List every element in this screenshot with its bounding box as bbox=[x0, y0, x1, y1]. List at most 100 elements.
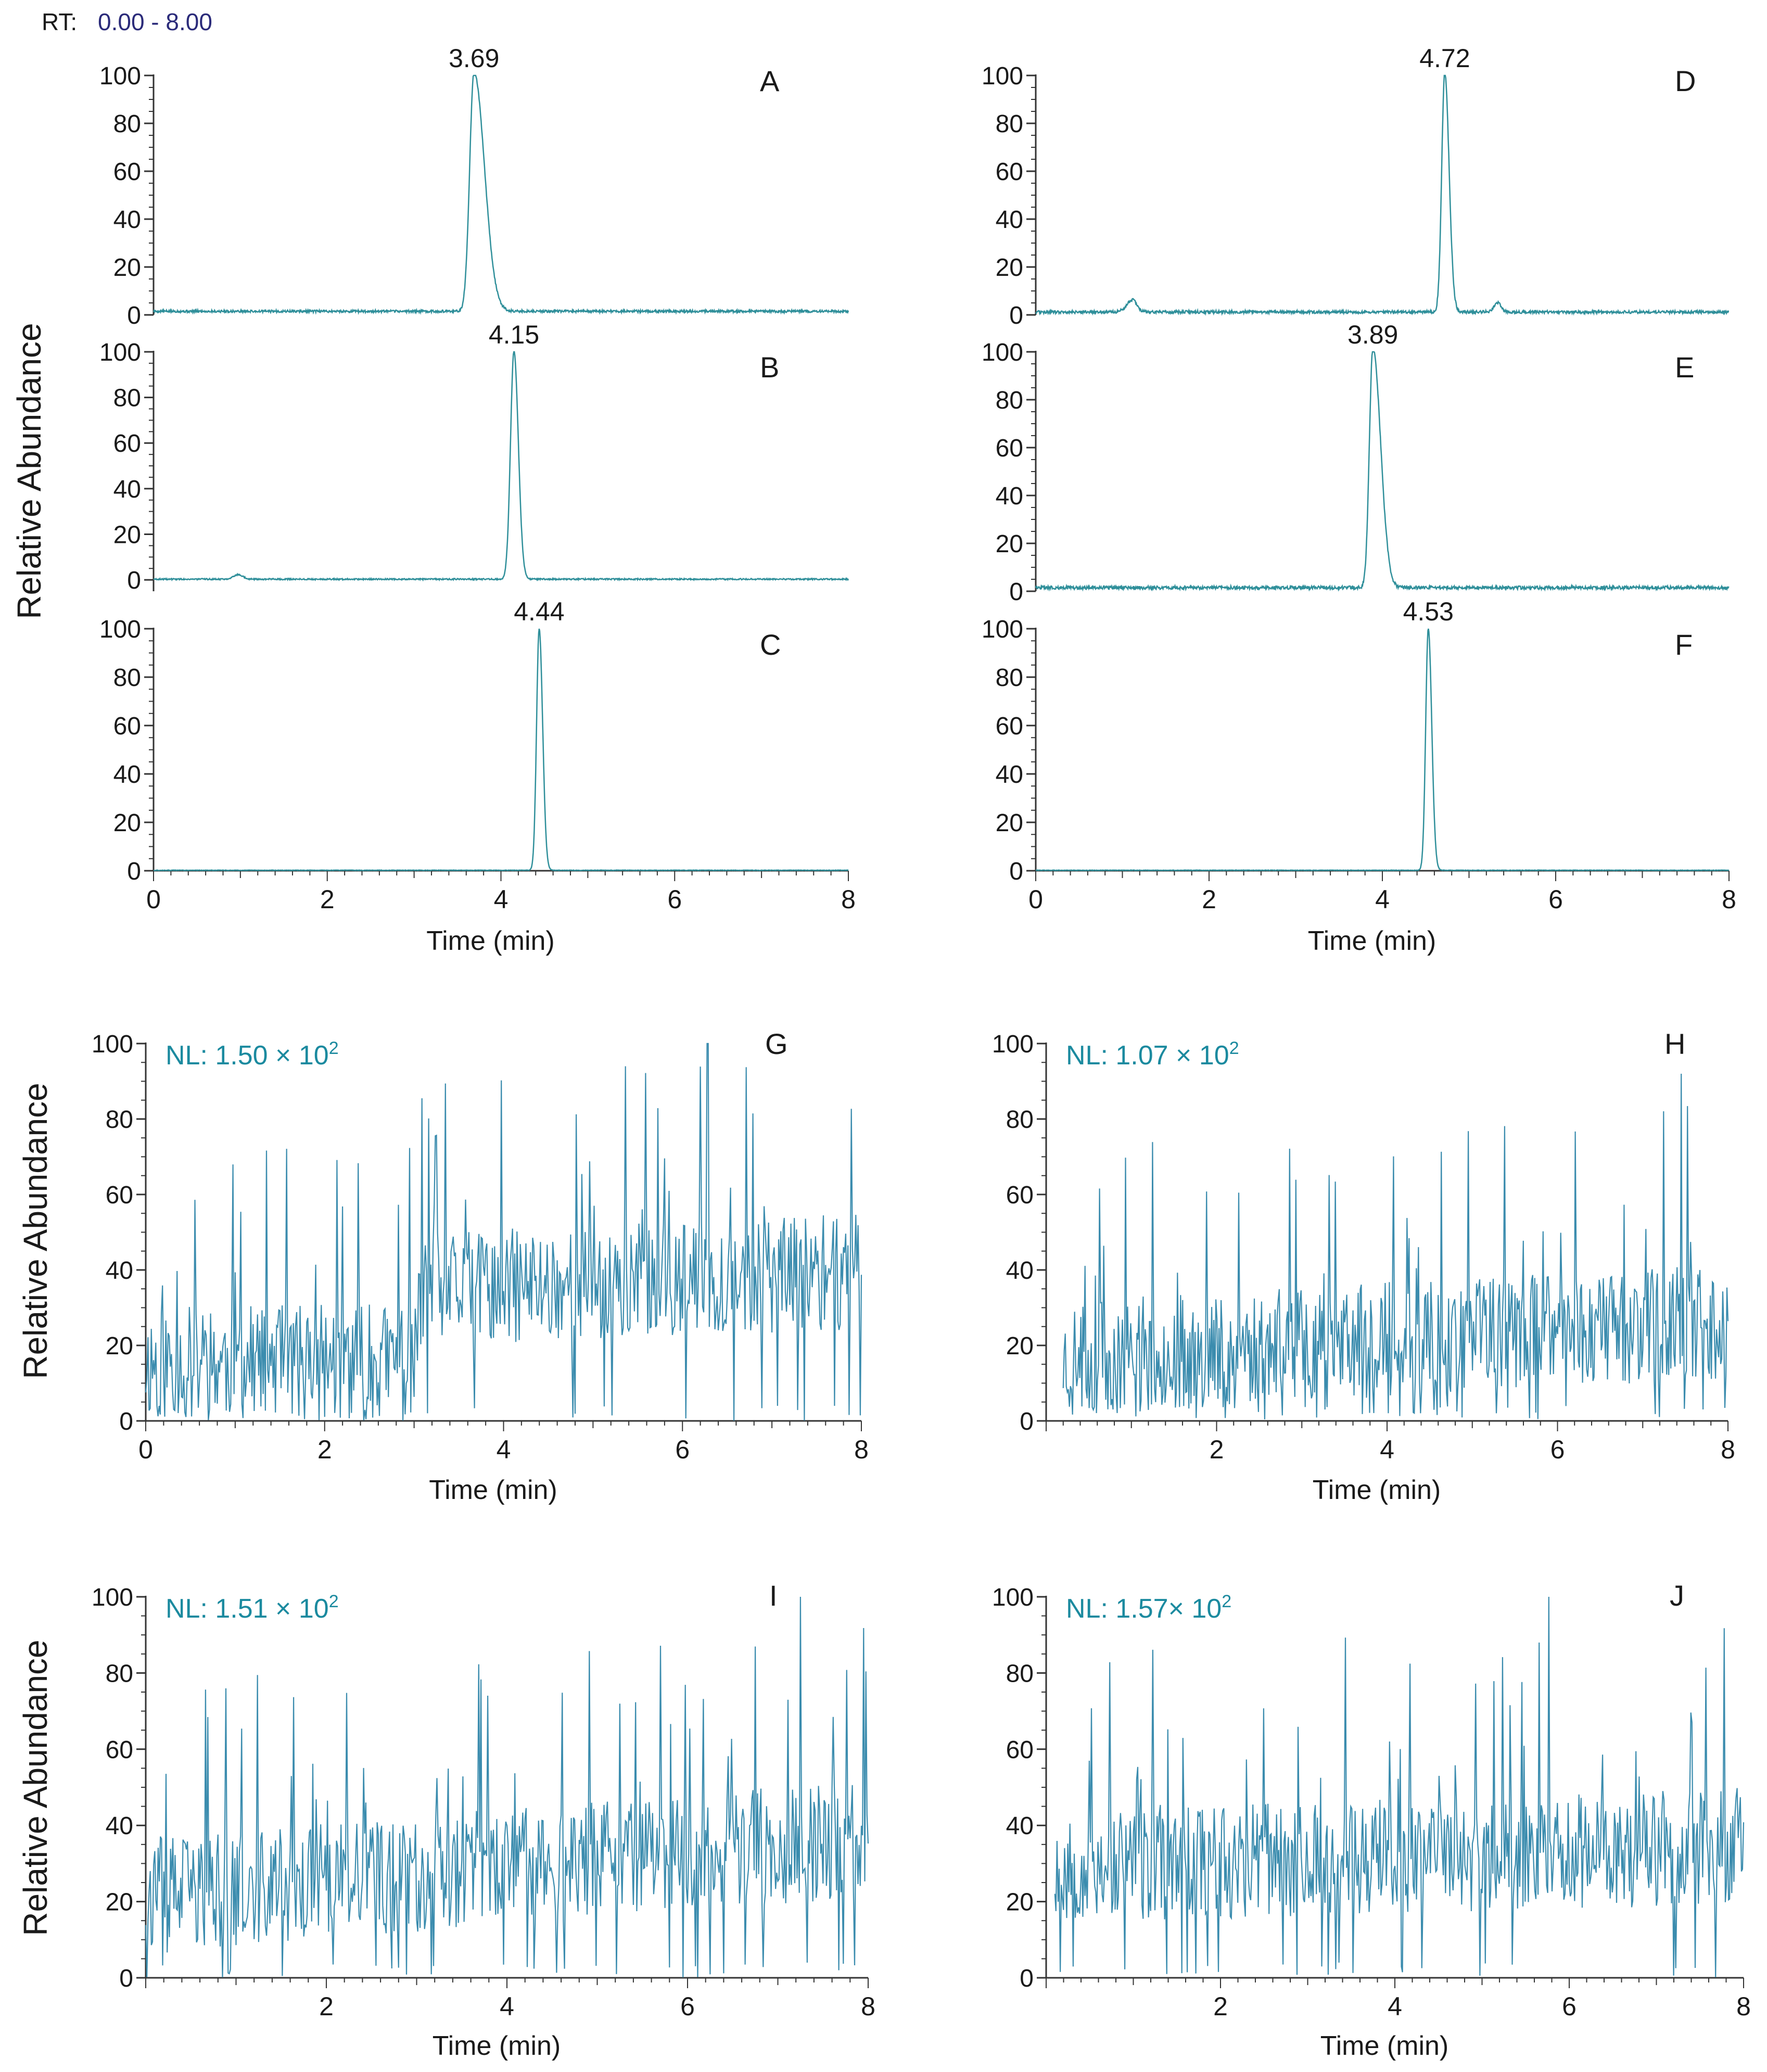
x-tick-label-G: 4 bbox=[497, 1435, 511, 1464]
x-tick-label-C: 2 bbox=[320, 885, 335, 914]
x-tick-label-F: 4 bbox=[1375, 885, 1390, 914]
y-tick-label-A: 40 bbox=[113, 206, 141, 234]
y-tick-label-I: 60 bbox=[106, 1736, 133, 1764]
rt-label: RT: bbox=[42, 8, 77, 35]
y-tick-label-H: 80 bbox=[1006, 1106, 1034, 1134]
y-tick-label-G: 100 bbox=[92, 1031, 133, 1058]
y-tick-label-E: 20 bbox=[996, 530, 1023, 558]
peak-label-D: 4.72 bbox=[1419, 44, 1470, 73]
y-tick-label-A: 0 bbox=[127, 302, 141, 329]
trace-G bbox=[145, 1043, 862, 1421]
panel-I: 0 20 40 60 80 100 2 4 6 8 Time (min) NL: 1.51 × 102… bbox=[17, 1579, 875, 2061]
x-tick-label-H: 8 bbox=[1721, 1435, 1735, 1464]
nl-label-G: NL: 1.50 × 102 bbox=[166, 1038, 339, 1071]
rt-range: 0.00 - 8.00 bbox=[98, 8, 212, 35]
y-tick-label-G: 80 bbox=[106, 1106, 133, 1134]
y-tick-label-B: 100 bbox=[99, 339, 141, 366]
nl-label-H: NL: 1.07 × 102 bbox=[1066, 1038, 1239, 1071]
x-tick-label-C: 4 bbox=[494, 885, 509, 914]
y-tick-label-H: 0 bbox=[1020, 1408, 1034, 1435]
panel-letter-F: F bbox=[1675, 628, 1693, 661]
x-tick-label-G: 6 bbox=[675, 1435, 690, 1464]
y-tick-label-H: 60 bbox=[1006, 1181, 1034, 1209]
panel-letter-B: B bbox=[760, 351, 779, 384]
panel-F: 0 20 40 60 80 100 0 2 4 6 8 Time (min) 4.53 F bbox=[982, 597, 1736, 956]
panel-G: 0 20 40 60 80 100 0 2 4 6 8 Time (min) NL: 1.50 × 10… bbox=[17, 1027, 869, 1505]
y-tick-label-A: 100 bbox=[99, 62, 141, 90]
y-tick-label-C: 20 bbox=[113, 809, 141, 837]
y-tick-label-G: 40 bbox=[106, 1257, 133, 1285]
x-tick-label-G: 2 bbox=[317, 1435, 332, 1464]
trace-A bbox=[152, 74, 849, 315]
y-tick-label-D: 100 bbox=[982, 62, 1023, 90]
y-tick-label-H: 100 bbox=[992, 1031, 1034, 1058]
x-tick-label-I: 2 bbox=[319, 1992, 334, 2021]
y-tick-label-F: 40 bbox=[996, 761, 1023, 789]
panel-letter-E: E bbox=[1675, 351, 1694, 384]
panel-B: 0 20 40 60 80 100 4.15 B bbox=[99, 320, 849, 594]
x-axis-label-I: Time (min) bbox=[433, 2031, 561, 2061]
y-axis-label-I: Relative Abundance bbox=[17, 1639, 54, 1936]
y-tick-label-A: 20 bbox=[113, 254, 141, 282]
y-tick-label-E: 80 bbox=[996, 387, 1023, 414]
x-tick-label-I: 8 bbox=[861, 1992, 875, 2021]
x-tick-label-H: 4 bbox=[1380, 1435, 1394, 1464]
y-axis-label-A: Relative Abundance bbox=[10, 323, 48, 619]
x-axis-label-F: Time (min) bbox=[1308, 926, 1437, 956]
y-tick-label-D: 40 bbox=[996, 206, 1023, 234]
panel-C: 0 20 40 60 80 100 0 2 4 6 8 Time (min) 4.44 C bbox=[99, 597, 856, 956]
y-tick-label-J: 40 bbox=[1006, 1812, 1034, 1840]
trace-H bbox=[1062, 1073, 1729, 1420]
trace-J bbox=[1054, 1596, 1745, 1977]
x-axis-label-C: Time (min) bbox=[426, 926, 555, 956]
y-tick-label-F: 0 bbox=[1009, 858, 1023, 885]
x-tick-label-I: 4 bbox=[500, 1992, 514, 2021]
panel-J: 0 20 40 60 80 100 2 4 6 8 Time (min) NL: 1.57× 102 J bbox=[992, 1579, 1751, 2061]
y-tick-label-A: 80 bbox=[113, 110, 141, 138]
y-tick-label-E: 60 bbox=[996, 435, 1023, 462]
peak-label-B: 4.15 bbox=[489, 320, 539, 349]
y-tick-label-H: 40 bbox=[1006, 1257, 1034, 1285]
panel-letter-C: C bbox=[760, 628, 781, 661]
x-tick-label-G: 8 bbox=[854, 1435, 869, 1464]
panel-D: 0 20 40 60 80 100 4.72 D bbox=[982, 44, 1730, 329]
trace-F bbox=[1035, 628, 1730, 872]
y-tick-label-I: 80 bbox=[106, 1660, 133, 1687]
y-tick-label-F: 100 bbox=[982, 616, 1023, 643]
panel-letter-J: J bbox=[1670, 1579, 1684, 1612]
y-tick-label-I: 0 bbox=[119, 1965, 133, 1992]
y-tick-label-C: 60 bbox=[113, 713, 141, 740]
panel-E: 0 20 40 60 80 100 3.89 E bbox=[982, 320, 1730, 606]
y-tick-label-E: 0 bbox=[1009, 578, 1023, 606]
y-tick-label-B: 80 bbox=[113, 385, 141, 412]
panel-letter-I: I bbox=[769, 1579, 778, 1612]
nl-label-J: NL: 1.57× 102 bbox=[1066, 1592, 1231, 1624]
y-tick-label-A: 60 bbox=[113, 158, 141, 186]
x-tick-label-J: 4 bbox=[1388, 1992, 1402, 2021]
y-tick-label-F: 80 bbox=[996, 664, 1023, 692]
y-tick-label-C: 100 bbox=[99, 616, 141, 643]
y-tick-label-F: 60 bbox=[996, 713, 1023, 740]
y-tick-label-C: 40 bbox=[113, 761, 141, 789]
trace-B bbox=[153, 351, 849, 582]
y-tick-label-J: 60 bbox=[1006, 1736, 1034, 1764]
trace-E bbox=[1035, 351, 1730, 592]
trace-I bbox=[145, 1596, 869, 1978]
peak-label-F: 4.53 bbox=[1403, 597, 1454, 626]
panel-H: 0 20 40 60 80 100 2 4 6 8 Time (min) NL: 1.07 × 102… bbox=[992, 1027, 1735, 1505]
y-tick-label-B: 60 bbox=[113, 430, 141, 457]
y-tick-label-B: 0 bbox=[127, 567, 141, 594]
y-tick-label-D: 0 bbox=[1009, 302, 1023, 329]
panel-letter-H: H bbox=[1664, 1027, 1685, 1060]
y-tick-label-J: 100 bbox=[992, 1584, 1034, 1611]
x-tick-label-F: 0 bbox=[1028, 885, 1043, 914]
x-tick-label-H: 6 bbox=[1550, 1435, 1565, 1464]
x-tick-label-J: 6 bbox=[1562, 1992, 1577, 2021]
y-tick-label-I: 20 bbox=[106, 1889, 133, 1916]
x-axis-label-H: Time (min) bbox=[1313, 1475, 1441, 1505]
x-tick-label-C: 0 bbox=[146, 885, 161, 914]
x-tick-label-F: 6 bbox=[1548, 885, 1563, 914]
y-tick-label-J: 20 bbox=[1006, 1889, 1034, 1916]
x-axis-label-G: Time (min) bbox=[429, 1475, 557, 1505]
